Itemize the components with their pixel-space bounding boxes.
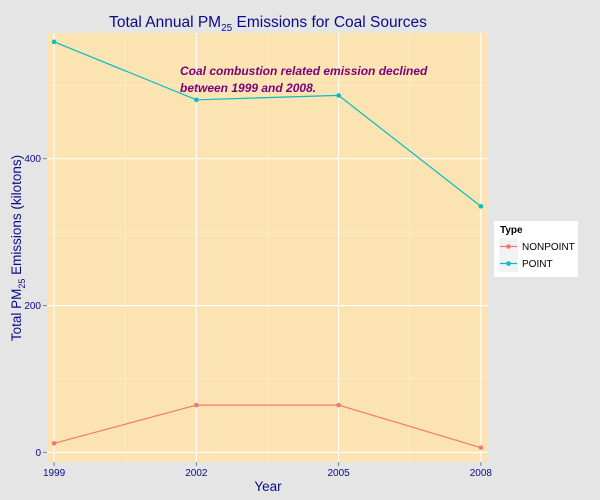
title-subscript: 25 [221,23,233,34]
data-point-nonpoint [51,440,57,446]
y-tick-label: 200 [24,301,41,312]
y-tick-label: 400 [24,154,41,165]
y-axis-title: Total PM25 Emissions (kilotons) [9,155,27,341]
data-point-nonpoint [478,445,484,450]
legend-label-nonpoint: NONPOINT [522,242,575,253]
ylabel-subscript: 25 [17,279,27,289]
chart-title: Total Annual PM25 Emissions for Coal Sou… [109,14,427,34]
data-point-point [478,204,484,209]
annotation: Coal combustion related emission decline… [180,64,428,95]
legend-key-nonpoint-point [506,244,511,249]
annotation-line-1: Coal combustion related emission decline… [180,64,428,78]
data-point-point [194,97,199,103]
annotation-line-2: between 1999 and 2008. [180,81,316,95]
legend: Type NONPOINT POINT [494,221,578,277]
legend-title: Type [500,225,523,236]
x-tick-label: 2005 [328,468,351,479]
data-point-point [51,39,57,45]
legend-item-point: POINT [499,255,553,272]
grid-lines [47,33,488,462]
legend-label-point: POINT [522,259,553,270]
x-tick-label: 2008 [470,468,493,479]
legend-key-point-point [506,261,511,266]
x-tick-label: 2002 [185,468,208,479]
series-points [51,39,484,450]
series-line-point [53,41,482,207]
data-point-point [336,93,341,98]
legend-item-nonpoint: NONPOINT [499,238,575,255]
series-line-nonpoint [53,404,482,449]
data-point-nonpoint [194,402,199,408]
axis-ticks: 1999 2002 2005 2008 0 200 400 [24,154,492,479]
series-lines [53,41,482,449]
x-axis-title: Year [254,479,282,494]
y-tick-label: 0 [35,448,41,459]
data-point-nonpoint [336,402,341,408]
x-tick-label: 1999 [43,468,66,479]
